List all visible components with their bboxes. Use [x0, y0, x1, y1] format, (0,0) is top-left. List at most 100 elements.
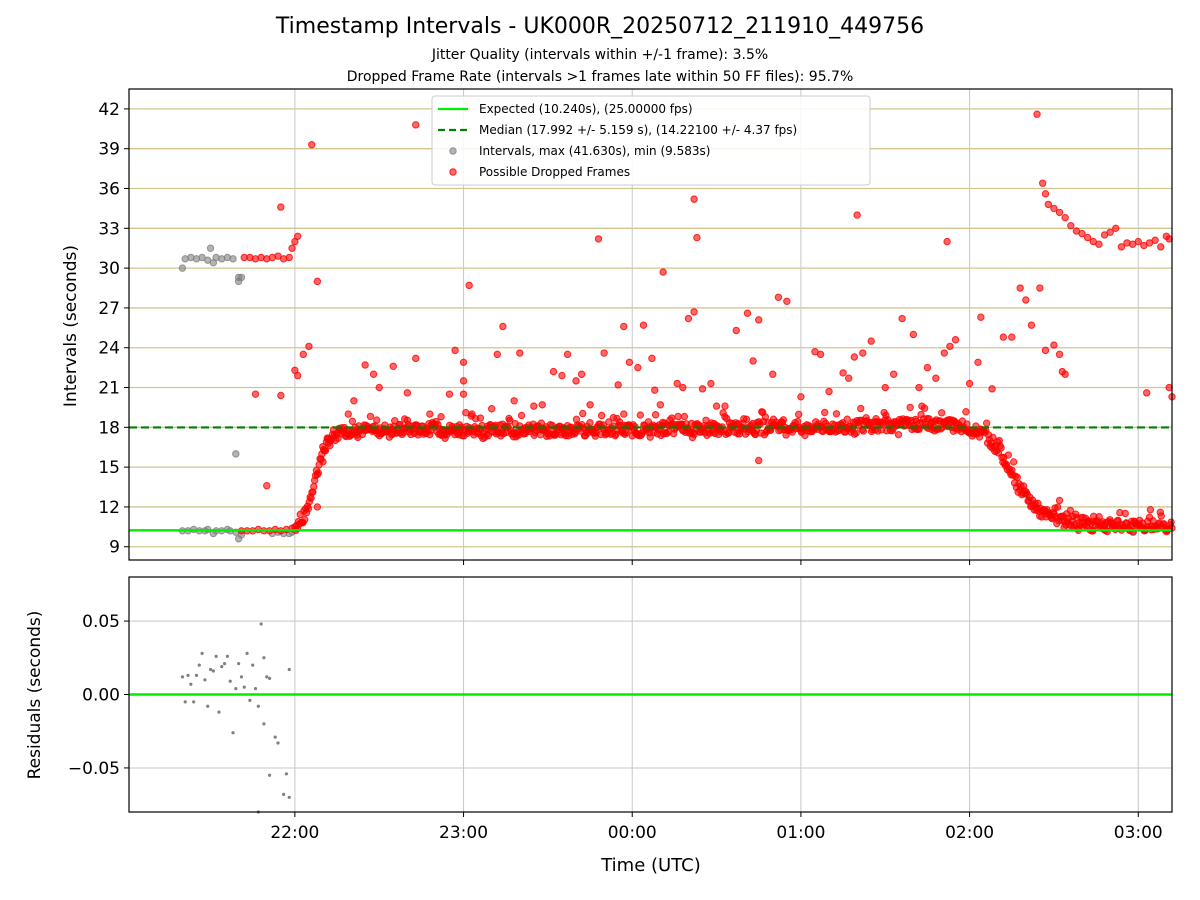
residual-point [248, 698, 252, 702]
dropped-frame-point [1022, 296, 1030, 304]
residual-point [245, 651, 249, 655]
dropped-frame-point [1121, 509, 1129, 518]
dropped-frame-point [301, 515, 309, 524]
residual-point [217, 710, 221, 714]
dropped-frame-point [1009, 458, 1018, 466]
dropped-frame-point [920, 404, 929, 412]
chart-subtitle-dropped: Dropped Frame Rate (intervals >1 frames … [346, 69, 854, 85]
residual-point [239, 675, 244, 679]
residual-point [220, 664, 224, 669]
dropped-frame-point [459, 390, 468, 398]
residual-point [180, 675, 185, 679]
dropped-frame-point [530, 402, 538, 410]
dropped-frame-point [350, 397, 358, 405]
y-tick-label: 27 [98, 299, 120, 319]
residual-point [251, 663, 255, 667]
dropped-frame-point [698, 385, 707, 393]
dropped-frame-point [538, 401, 546, 409]
dropped-frame-point [816, 350, 825, 359]
legend-dropped-label: Possible Dropped Frames [479, 165, 630, 179]
dropped-frame-point [659, 268, 667, 276]
dropped-frame-point [889, 370, 898, 378]
dropped-frame-point [844, 374, 853, 382]
residual-point [192, 700, 196, 704]
dropped-frame-point [977, 313, 985, 321]
dropped-frame-point [516, 349, 524, 357]
dropped-frame-point [313, 277, 322, 286]
dropped-frame-point [310, 482, 318, 491]
dropped-frame-point [774, 293, 783, 302]
y-tick-label: 15 [98, 458, 120, 478]
dropped-frame-point [1117, 243, 1126, 251]
dropped-frame-point [304, 504, 313, 513]
dropped-frame-point [1055, 208, 1064, 217]
dropped-frame-point [1078, 229, 1086, 238]
dropped-frame-point [894, 430, 903, 439]
residual-point [194, 673, 199, 678]
dropped-frame-point [825, 387, 833, 396]
residual-point [225, 654, 229, 658]
dropped-frame-point [293, 371, 302, 380]
dropped-frame-point [1067, 221, 1075, 230]
dropped-frame-point [344, 410, 352, 418]
dropped-frame-point [1134, 237, 1142, 246]
dropped-frame-point [263, 482, 271, 490]
interval-point [237, 273, 246, 282]
dropped-frame-point [1044, 200, 1053, 209]
dropped-frame-point [1041, 190, 1050, 198]
dropped-frame-point [1050, 341, 1058, 349]
x-tick-label: 00:00 [608, 823, 657, 843]
dropped-frame-point [334, 434, 342, 442]
dropped-frame-point [277, 391, 285, 400]
dropped-frame-point [594, 235, 603, 243]
residual-point [231, 731, 235, 735]
residual-point [262, 656, 266, 660]
intervals-y-ticks: 9 12 15 18 21 24 27 30 33 36 39 42 [98, 100, 129, 558]
dropped-frame-point [308, 141, 316, 149]
dropped-frame-point [963, 420, 971, 428]
dropped-frame-point [1050, 204, 1058, 213]
dropped-frame-point [648, 354, 656, 363]
dropped-frame-point [1112, 224, 1120, 233]
residual-point [242, 685, 246, 689]
dropped-frame-point [707, 379, 715, 388]
dropped-frame-point [499, 322, 507, 331]
dropped-frame-point [361, 361, 369, 369]
interval-point [206, 244, 215, 252]
dropped-frame-point [251, 390, 260, 398]
dropped-frame-point [755, 316, 763, 324]
y-tick-label: 18 [98, 418, 120, 438]
dropped-frame-point [437, 413, 445, 421]
dropped-frame-point [639, 321, 648, 329]
dropped-frame-point [783, 297, 791, 305]
dropped-frame-point [299, 350, 308, 359]
dropped-frame-point [313, 503, 322, 511]
dropped-frame-point [684, 314, 693, 323]
dropped-frame-point [1027, 321, 1036, 329]
residual-point [222, 662, 227, 666]
dropped-frame-point [651, 411, 660, 419]
dropped-frame-point [369, 370, 378, 378]
x-tick-label: 01:00 [776, 823, 825, 843]
dropped-frame-point [839, 369, 847, 377]
residual-point [234, 687, 238, 691]
dropped-frame-point [867, 337, 875, 345]
dropped-frame-point [389, 362, 397, 370]
dropped-frame-point [673, 379, 681, 388]
residual-point [214, 654, 218, 658]
interval-point [229, 255, 237, 263]
residual-point [189, 682, 193, 686]
dropped-frame-point [965, 379, 974, 388]
dropped-frame-point [898, 314, 906, 323]
dropped-frame-point [426, 410, 434, 418]
dropped-frame-point [1142, 389, 1151, 397]
dropped-frame-point [651, 386, 659, 394]
residual-point [256, 704, 260, 708]
dropped-frame-point [749, 357, 757, 365]
x-axis-label: Time (UTC) [600, 855, 701, 876]
interval-point [232, 450, 240, 458]
dropped-frame-point [943, 237, 951, 246]
dropped-frame-point [572, 377, 580, 385]
dropped-frame-point [1146, 506, 1155, 514]
dropped-frame-point [859, 349, 867, 357]
